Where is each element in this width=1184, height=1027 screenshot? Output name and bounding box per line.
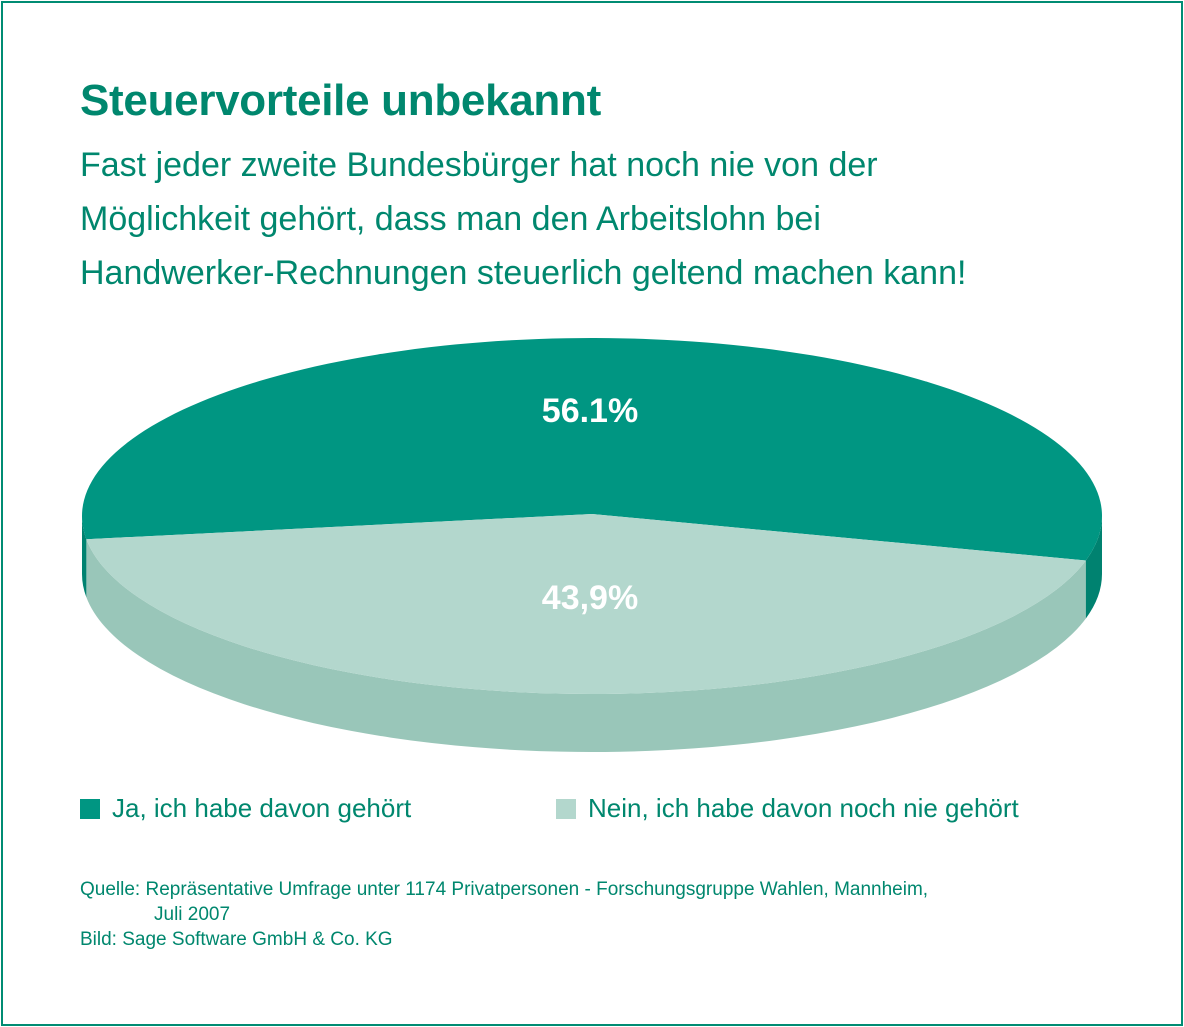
slice-label-nein: 43,9%	[542, 579, 638, 617]
slice-side-ja-left	[82, 516, 87, 598]
source-note: Quelle: Repräsentative Umfrage unter 117…	[80, 877, 1140, 952]
slice-label-ja: 56.1%	[542, 392, 638, 430]
slice-side-ja-right	[1085, 516, 1102, 619]
subtitle-line-3: Handwerker-Rechnungen steuerlich geltend…	[80, 254, 967, 292]
slice-ja	[82, 338, 1102, 561]
legend-label-nein: Nein, ich habe davon noch nie gehört	[588, 793, 1019, 823]
pie-chart: 56.1% 43,9%	[82, 338, 1102, 753]
slice-side-nein	[86, 539, 1086, 753]
source-line-1: Quelle: Repräsentative Umfrage unter 117…	[80, 879, 929, 900]
image-credit: Bild: Sage Software GmbH & Co. KG	[80, 929, 393, 950]
chart-legend: Ja, ich habe davon gehört Nein, ich habe…	[0, 793, 1184, 827]
legend-swatch-ja	[80, 798, 100, 819]
slice-nein	[86, 514, 1086, 695]
chart-subtitle: Fast jeder zweite Bundesbürger hat noch …	[80, 138, 1140, 300]
subtitle-line-2: Möglichkeit gehört, dass man den Arbeits…	[80, 200, 821, 238]
legend-label-ja: Ja, ich habe davon gehört	[112, 793, 412, 823]
legend-swatch-nein	[556, 798, 576, 819]
source-line-2: Juli 2007	[154, 904, 231, 925]
legend-item-nein: Nein, ich habe davon noch nie gehört	[556, 793, 1019, 824]
chart-title: Steuervorteile unbekannt	[80, 76, 601, 125]
legend-item-ja: Ja, ich habe davon gehört	[80, 793, 411, 824]
subtitle-line-1: Fast jeder zweite Bundesbürger hat noch …	[80, 146, 878, 184]
